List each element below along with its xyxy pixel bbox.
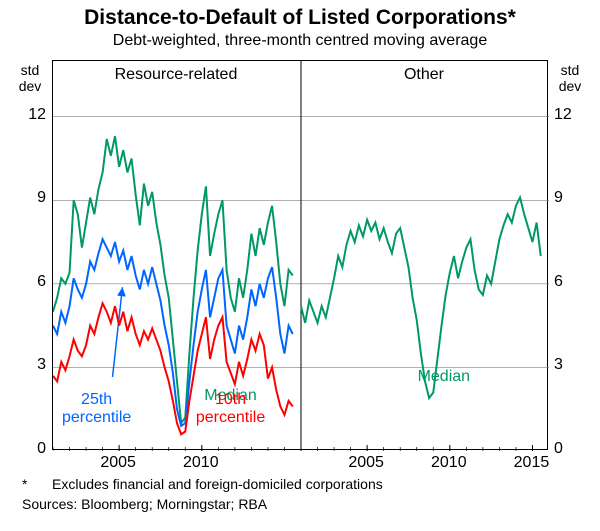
sources: Sources: Bloomberg; Morningstar; RBA (22, 496, 383, 512)
y-axis-label-left: std dev (12, 62, 48, 94)
panel-label: Other (300, 66, 548, 84)
footnotes: *Excludes financial and foreign-domicile… (22, 476, 383, 512)
x-tick: 2015 (506, 454, 556, 472)
y-tick-left: 12 (14, 106, 46, 124)
footnote: *Excludes financial and foreign-domicile… (22, 476, 383, 492)
chart-subtitle: Debt-weighted, three-month centred movin… (0, 30, 600, 50)
series-label-median: Median (399, 368, 489, 386)
y-tick-right: 9 (554, 189, 586, 207)
y-tick-left: 0 (14, 440, 46, 458)
x-tick: 2010 (176, 454, 226, 472)
panel-label: Resource-related (52, 66, 300, 84)
y-tick-right: 12 (554, 106, 586, 124)
x-tick: 2005 (93, 454, 143, 472)
x-tick: 2010 (424, 454, 474, 472)
chart-title: Distance-to-Default of Listed Corporatio… (0, 0, 600, 30)
y-tick-left: 3 (14, 356, 46, 374)
x-tick: 2005 (341, 454, 391, 472)
series-label-p10: 10th percentile (186, 391, 276, 427)
y-tick-right: 3 (554, 356, 586, 374)
series-label-p25: 25th percentile (52, 391, 142, 427)
y-axis-label-right: std dev (552, 62, 588, 94)
y-tick-left: 9 (14, 189, 46, 207)
y-tick-right: 6 (554, 273, 586, 291)
y-tick-left: 6 (14, 273, 46, 291)
y-tick-right: 0 (554, 440, 586, 458)
